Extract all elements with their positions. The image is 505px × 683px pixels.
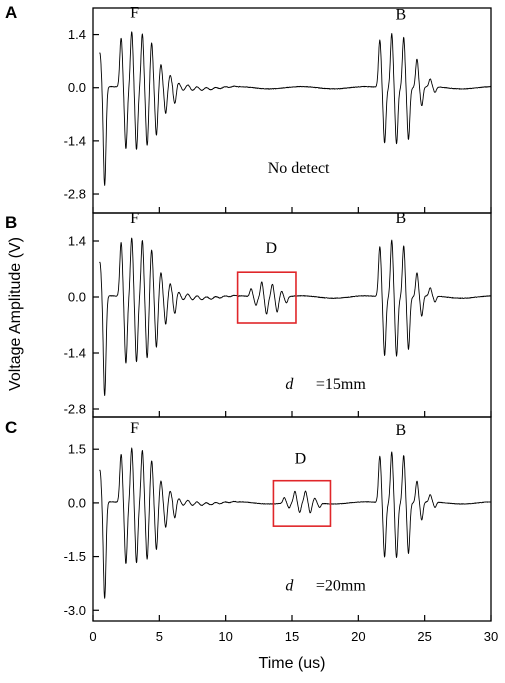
panel-a-letter: A bbox=[5, 3, 17, 22]
panel-c: C 1.5 0.0 -1.5 -3.0 F D B d =20mm bbox=[5, 416, 492, 622]
panel-a-yticks: 1.4 0.0 -1.4 -2.8 bbox=[64, 27, 492, 213]
panel-c-ytick-label: -3.0 bbox=[64, 603, 86, 618]
panel-a-ytick-label: -2.8 bbox=[64, 187, 86, 202]
x-tick-label: 15 bbox=[285, 629, 299, 644]
panel-a-no-detect-label: No detect bbox=[268, 160, 330, 177]
panel-a-ytick-label: 1.4 bbox=[68, 27, 86, 42]
x-tick-label: 30 bbox=[484, 629, 498, 644]
panel-b-ytick-label: 0.0 bbox=[68, 290, 86, 305]
panel-c-back-echo-label: B bbox=[395, 422, 406, 439]
x-tick-label: 20 bbox=[351, 629, 365, 644]
y-axis-title: Voltage Amplitude (V) bbox=[7, 237, 24, 391]
panel-c-defect-box bbox=[272, 479, 332, 527]
panel-b-defect-echo-label: D bbox=[265, 240, 277, 257]
panel-b-defect-box bbox=[236, 271, 297, 324]
panel-a-ytick-label: -1.4 bbox=[64, 133, 86, 148]
panel-c-yticks: 1.5 0.0 -1.5 -3.0 bbox=[64, 442, 492, 621]
panel-b-depth-value: =15mm bbox=[316, 376, 366, 393]
panel-b-depth-symbol: d bbox=[285, 376, 294, 393]
panel-a-back-echo-label: B bbox=[395, 6, 406, 23]
panel-b: B 1.4 0.0 -1.4 -2.8 F D B d =15mm bbox=[5, 210, 492, 418]
panel-c-defect-echo-label: D bbox=[295, 451, 307, 468]
x-axis: 0 5 10 15 20 25 30 bbox=[89, 629, 498, 644]
panel-c-signal-group bbox=[99, 447, 492, 599]
panel-b-ytick-label: 1.4 bbox=[68, 234, 86, 249]
panel-a: A 1.4 0.0 -1.4 -2.8 F B No detect bbox=[5, 3, 492, 214]
panel-a-signal-group bbox=[99, 31, 492, 186]
panel-b-yticks: 1.4 0.0 -1.4 -2.8 bbox=[64, 234, 492, 417]
panel-a-frame bbox=[92, 7, 492, 214]
panel-b-letter: B bbox=[5, 213, 17, 232]
panel-a-ytick-label: 0.0 bbox=[68, 80, 86, 95]
panel-c-depth-value: =20mm bbox=[316, 578, 366, 595]
panel-b-ytick-label: -1.4 bbox=[64, 346, 86, 361]
panel-c-letter: C bbox=[5, 418, 17, 437]
x-axis-title: Time (us) bbox=[259, 655, 326, 672]
panel-c-depth-symbol: d bbox=[285, 578, 294, 595]
panel-c-ytick-label: 1.5 bbox=[68, 442, 86, 457]
panel-b-front-echo-label: F bbox=[130, 210, 139, 227]
x-tick-label: 25 bbox=[417, 629, 431, 644]
x-tick-label: 5 bbox=[156, 629, 163, 644]
panel-c-front-echo-label: F bbox=[130, 420, 139, 437]
panel-a-signal-trace bbox=[99, 31, 492, 186]
panel-c-ytick-label: -1.5 bbox=[64, 549, 86, 564]
panel-c-ytick-label: 0.0 bbox=[68, 495, 86, 510]
panel-b-ytick-label: -2.8 bbox=[64, 402, 86, 417]
x-tick-label: 10 bbox=[218, 629, 232, 644]
panel-c-signal-trace bbox=[99, 447, 492, 599]
panel-b-back-echo-label: B bbox=[395, 210, 406, 227]
x-tick-label: 0 bbox=[89, 629, 96, 644]
panel-a-front-echo-label: F bbox=[130, 4, 139, 21]
